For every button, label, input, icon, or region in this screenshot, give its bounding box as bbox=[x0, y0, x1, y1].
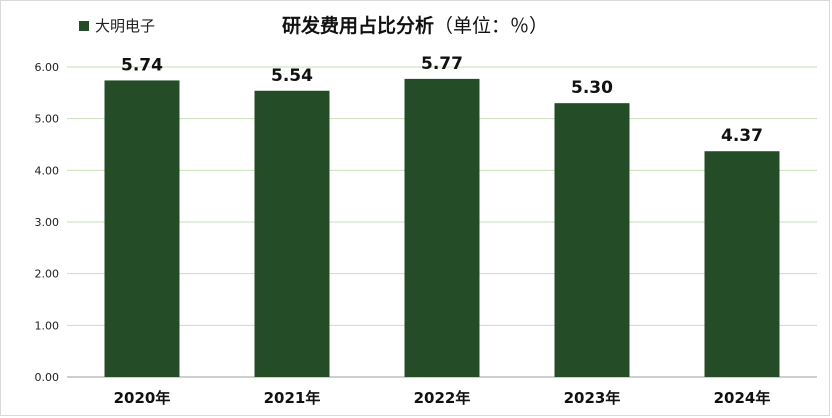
y-tick-label: 2.00 bbox=[35, 268, 60, 281]
x-tick-label: 2024年 bbox=[714, 389, 771, 407]
bar bbox=[104, 80, 180, 377]
data-label: 5.30 bbox=[571, 78, 613, 98]
x-tick-label: 2023年 bbox=[564, 389, 621, 407]
y-tick-label: 0.00 bbox=[35, 371, 60, 384]
y-tick-label: 1.00 bbox=[35, 319, 60, 332]
y-tick-label: 3.00 bbox=[35, 216, 60, 229]
legend-label: 大明电子 bbox=[95, 17, 156, 35]
y-tick-label: 4.00 bbox=[35, 164, 60, 177]
x-tick-label: 2022年 bbox=[414, 389, 471, 407]
legend-swatch bbox=[79, 20, 89, 31]
y-tick-label: 6.00 bbox=[35, 61, 60, 74]
data-label: 5.74 bbox=[121, 55, 163, 75]
legend: 大明电子 bbox=[79, 15, 155, 36]
bar bbox=[554, 103, 630, 378]
bar bbox=[404, 78, 480, 377]
y-tick-label: 5.00 bbox=[35, 113, 60, 126]
data-label: 4.37 bbox=[721, 126, 763, 146]
chart-title-text: 研发费用占比分析 bbox=[281, 15, 434, 37]
data-label: 5.54 bbox=[271, 66, 313, 86]
chart-title-unit: （单位：％） bbox=[434, 15, 549, 37]
chart-title: 研发费用占比分析（单位：％） bbox=[1, 11, 829, 38]
bar bbox=[704, 151, 780, 377]
x-tick-label: 2021年 bbox=[264, 389, 321, 407]
bar bbox=[254, 90, 330, 378]
x-tick-label: 2020年 bbox=[114, 389, 171, 407]
data-label: 5.77 bbox=[421, 54, 463, 74]
